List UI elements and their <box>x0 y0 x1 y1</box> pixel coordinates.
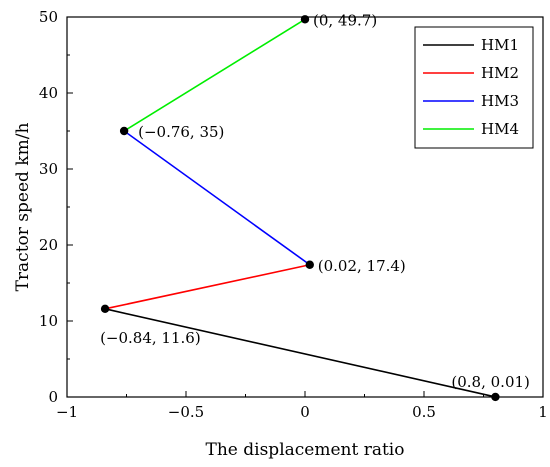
y-tick-label: 10 <box>39 312 58 330</box>
y-tick-label: 20 <box>39 236 58 254</box>
point-label: (−0.84, 11.6) <box>100 329 201 347</box>
series-line-hm1 <box>104 308 496 398</box>
point-label: (0.8, 0.01) <box>451 373 530 391</box>
y-tick-label: 0 <box>48 388 58 406</box>
data-point <box>300 15 310 24</box>
y-tick-label: 50 <box>39 8 58 26</box>
y-tick-label: 40 <box>39 84 58 102</box>
data-markers <box>100 15 500 402</box>
legend-label: HM3 <box>481 92 519 110</box>
x-tick-label: 1 <box>538 403 548 421</box>
legend-label: HM4 <box>481 120 519 138</box>
legend-box <box>414 26 534 149</box>
point-label: (0.02, 17.4) <box>318 257 406 275</box>
x-tick-label: −0.5 <box>168 403 204 421</box>
point-label: (−0.76, 35) <box>138 123 224 141</box>
x-tick-label: 0 <box>300 403 310 421</box>
y-tick-label: 30 <box>39 160 58 178</box>
series-line-hm4 <box>123 18 306 132</box>
series-lines <box>104 18 496 398</box>
data-point <box>119 126 129 136</box>
data-point <box>305 260 314 269</box>
data-point <box>100 304 110 314</box>
x-axis-label: The displacement ratio <box>206 440 405 460</box>
y-axis-label: Tractor speed km/h <box>13 123 33 292</box>
series-line-hm2 <box>104 263 310 310</box>
series-line-hm3 <box>123 130 311 266</box>
point-labels: (0.8, 0.01) (−0.84, 11.6) (0.02, 17.4) (−0.… <box>100 11 530 391</box>
legend-label: HM2 <box>481 64 519 82</box>
x-tick-label: −1 <box>56 403 78 421</box>
point-label: (0, 49.7) <box>313 11 377 29</box>
legend: HM1 HM2 HM3 HM4 <box>414 26 534 149</box>
data-point <box>491 392 500 402</box>
legend-label: HM1 <box>481 36 519 54</box>
x-tick-label: 0.5 <box>412 403 436 421</box>
